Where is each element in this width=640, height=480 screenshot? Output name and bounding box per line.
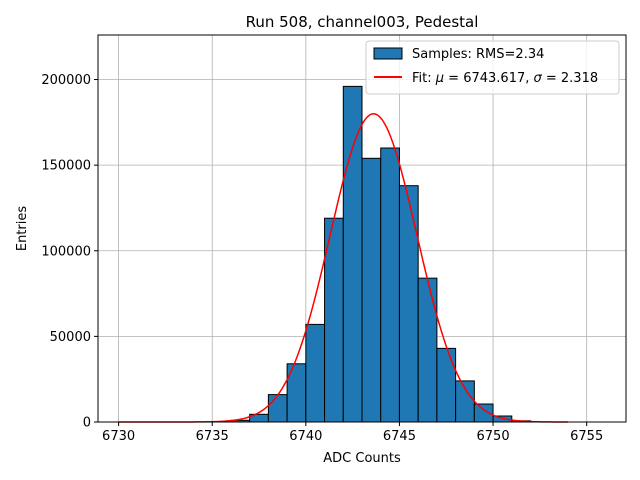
chart-title: Run 508, channel003, Pedestal (246, 13, 479, 31)
legend-fit-mu-value: = 6743.617, (444, 71, 533, 86)
x-axis-label: ADC Counts (323, 451, 401, 466)
legend-fit-mu-symbol: μ (435, 71, 444, 86)
histogram-bar (267, 394, 288, 423)
x-tick-label: 6740 (289, 429, 322, 444)
y-tick-label: 50000 (50, 330, 91, 345)
x-tick-label: 6750 (477, 429, 510, 444)
histogram-bar (398, 185, 419, 423)
legend: Samples: RMS=2.34 Fit: μ = 6743.617, σ =… (365, 40, 620, 95)
histogram-bar (342, 85, 363, 423)
x-tick-label: 6730 (102, 429, 135, 444)
y-axis-ticks: 0 50000 100000 150000 200000 (41, 73, 98, 431)
legend-frame (365, 40, 620, 95)
legend-fit-sigma-symbol: σ (534, 71, 543, 86)
histogram-bar (305, 323, 326, 423)
y-tick-label: 150000 (41, 159, 91, 174)
y-tick-label: 200000 (41, 73, 91, 88)
histogram-bar (380, 147, 400, 423)
x-tick-label: 6755 (570, 429, 603, 444)
y-tick-label: 0 (83, 416, 91, 431)
y-axis-label: Entries (15, 206, 30, 252)
plot-frame (97, 34, 627, 423)
legend-fit-sigma-value: = 2.318 (542, 71, 598, 86)
histogram-bar (417, 277, 438, 423)
legend-fit-label: Fit: μ = 6743.617, σ = 2.318 (412, 71, 598, 86)
histogram-bar (436, 347, 457, 423)
legend-fit-prefix: Fit: (412, 71, 436, 86)
y-tick-label: 100000 (41, 244, 91, 259)
histogram-bar (361, 157, 382, 423)
legend-histogram-swatch (373, 47, 403, 60)
legend-histogram-label: Samples: RMS=2.34 (412, 47, 544, 62)
x-axis-ticks: 6730 6735 6740 6745 6750 6755 (102, 422, 603, 444)
x-tick-label: 6735 (196, 429, 229, 444)
x-tick-label: 6745 (383, 429, 416, 444)
